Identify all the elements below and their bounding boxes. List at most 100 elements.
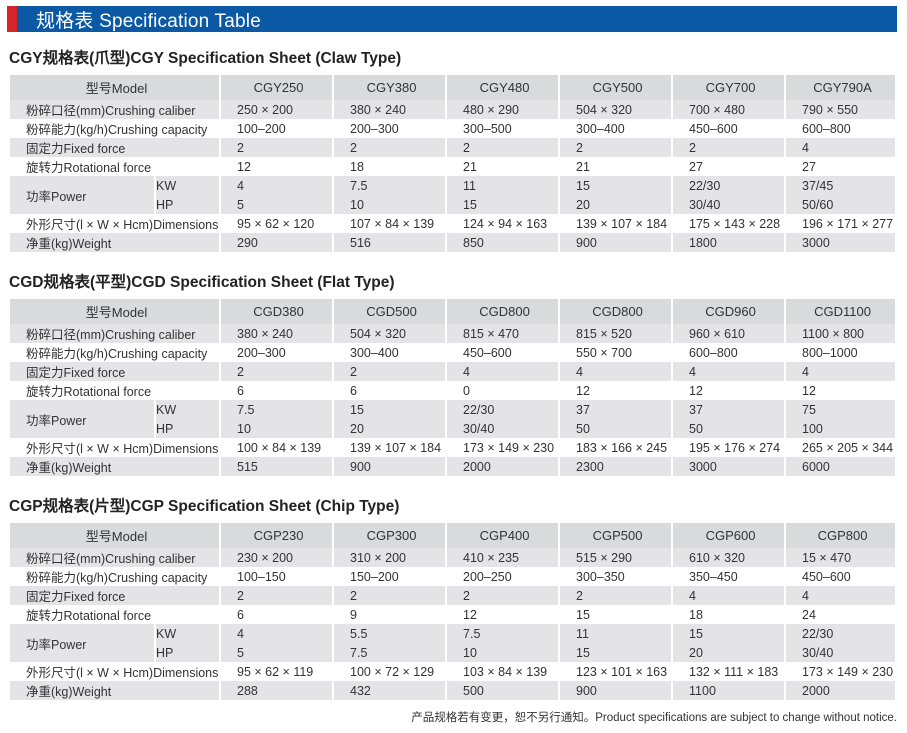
fixed-cell: 4 [446,362,561,381]
rotational-cell: 24 [785,605,897,624]
weight-cell: 516 [333,233,448,252]
models-cell: CGP600 [672,523,787,548]
caliber-row: 粉碎口径(mm)Crushing caliber 250 × 200 380 × 2… [10,100,897,119]
dimensions-cell: 100 × 72 × 129 [333,662,448,681]
caliber-cell: 610 × 320 [672,548,787,567]
capacity-cell: 300–350 [559,567,674,586]
dimensions-label: 外形尺寸(l × W × Hcm)Dimensions [10,438,222,457]
weight-cell: 2300 [559,457,674,476]
footer-note: 产品规格若有变更，恕不另行通知。Product specifications a… [411,712,897,724]
hp-label: HP [155,643,222,662]
hp-cell: 30/40 [785,643,897,662]
capacity-cell: 100–200 [220,119,335,138]
rotational-cell: 21 [446,157,561,176]
capacity-cell: 200–250 [446,567,561,586]
hp-cell: 50 [672,419,787,438]
rotational-cell: 9 [333,605,448,624]
capacity-label: 粉碎能力(kg/h)Crushing capacity [10,343,222,362]
fixed-label: 固定力Fixed force [10,362,222,381]
dimensions-cell: 124 × 94 × 163 [446,214,561,233]
spec-table: 型号Model CGY250 CGY380 CGY480 CGY500 CGY700 CGY… [10,75,897,252]
kw-cell: 7.5 [333,176,448,195]
caliber-cell: 504 × 320 [333,324,448,343]
capacity-cell: 600–800 [672,343,787,362]
hp-cell: 50/60 [785,195,897,214]
weight-cell: 900 [559,233,674,252]
hp-cell: 20 [559,195,674,214]
weight-cell: 515 [220,457,335,476]
models-cell: CGP800 [785,523,897,548]
rotational-cell: 6 [333,381,448,400]
caliber-cell: 410 × 235 [446,548,561,567]
rotational-cell: 6 [220,605,335,624]
fixed-cell: 2 [333,362,448,381]
weight-label: 净重(kg)Weight [10,233,222,252]
weight-row: 净重(kg)Weight 290 516 850 900 1800 3000 [10,233,897,252]
banner-marker [7,6,17,32]
dimensions-cell: 139 × 107 × 184 [333,438,448,457]
weight-cell: 900 [333,457,448,476]
hp-cell: 7.5 [333,643,448,662]
kw-cell: 15 [559,176,674,195]
models-cell: CGP230 [220,523,335,548]
power-hp-row: HP 5 7.5 10 15 20 30/40 [10,643,897,662]
fixed-cell: 2 [333,586,448,605]
hp-cell: 10 [446,643,561,662]
models-cell: CGP400 [446,523,561,548]
hp-cell: 10 [220,419,335,438]
capacity-cell: 200–300 [220,343,335,362]
kw-label: KW [155,624,222,643]
rotational-row: 旋转力Rotational force 6 9 12 15 18 24 [10,605,897,624]
fixed-cell: 2 [446,138,561,157]
fixed-cell: 4 [785,362,897,381]
caliber-cell: 250 × 200 [220,100,335,119]
weight-cell: 2000 [785,681,897,700]
dimensions-cell: 123 × 101 × 163 [559,662,674,681]
capacity-cell: 600–800 [785,119,897,138]
weight-cell: 1100 [672,681,787,700]
fixed-cell: 2 [559,138,674,157]
caliber-cell: 504 × 320 [559,100,674,119]
hp-cell: 20 [672,643,787,662]
weight-cell: 500 [446,681,561,700]
rotational-row: 旋转力Rotational force 6 6 0 12 12 12 [10,381,897,400]
weight-row: 净重(kg)Weight 288 432 500 900 1100 2000 [10,681,897,700]
power-label: 功率Power [10,400,156,438]
kw-cell: 7.5 [220,400,335,419]
caliber-cell: 380 × 240 [220,324,335,343]
header-row: 型号Model CGP230 CGP300 CGP400 CGP500 CGP600 CGP… [10,523,897,548]
kw-cell: 15 [333,400,448,419]
hp-cell: 5 [220,195,335,214]
fixed-cell: 2 [446,586,561,605]
rotational-cell: 15 [559,605,674,624]
fixed-cell: 2 [220,586,335,605]
rotational-cell: 6 [220,381,335,400]
rotational-cell: 12 [446,605,561,624]
kw-cell: 37/45 [785,176,897,195]
fixed-cell: 2 [220,138,335,157]
power-hp-row: HP 5 10 15 20 30/40 50/60 [10,195,897,214]
model-header: 型号Model [10,523,222,548]
fixed-cell: 4 [559,362,674,381]
capacity-cell: 300–400 [333,343,448,362]
dimensions-cell: 196 × 171 × 277 [785,214,897,233]
caliber-cell: 700 × 480 [672,100,787,119]
capacity-cell: 550 × 700 [559,343,674,362]
kw-cell: 4 [220,624,335,643]
caliber-cell: 815 × 520 [559,324,674,343]
dimensions-cell: 139 × 107 × 184 [559,214,674,233]
fixed-cell: 2 [220,362,335,381]
dimensions-cell: 173 × 149 × 230 [785,662,897,681]
fixed-label: 固定力Fixed force [10,586,222,605]
kw-label: KW [155,400,222,419]
dimensions-cell: 265 × 205 × 344 [785,438,897,457]
capacity-row: 粉碎能力(kg/h)Crushing capacity 100–200 200–30… [10,119,897,138]
fixed-row: 固定力Fixed force 2 2 2 2 2 4 [10,138,897,157]
models-cell: CGD800 [446,299,561,324]
power-kw-row: 功率Power KW 4 5.5 7.5 11 15 22/30 [10,624,897,662]
section-title: CGY规格表(爪型)CGY Specification Sheet (Claw … [9,50,402,67]
capacity-cell: 450–600 [446,343,561,362]
fixed-cell: 2 [559,586,674,605]
dimensions-label: 外形尺寸(l × W × Hcm)Dimensions [10,662,222,681]
weight-cell: 2000 [446,457,561,476]
